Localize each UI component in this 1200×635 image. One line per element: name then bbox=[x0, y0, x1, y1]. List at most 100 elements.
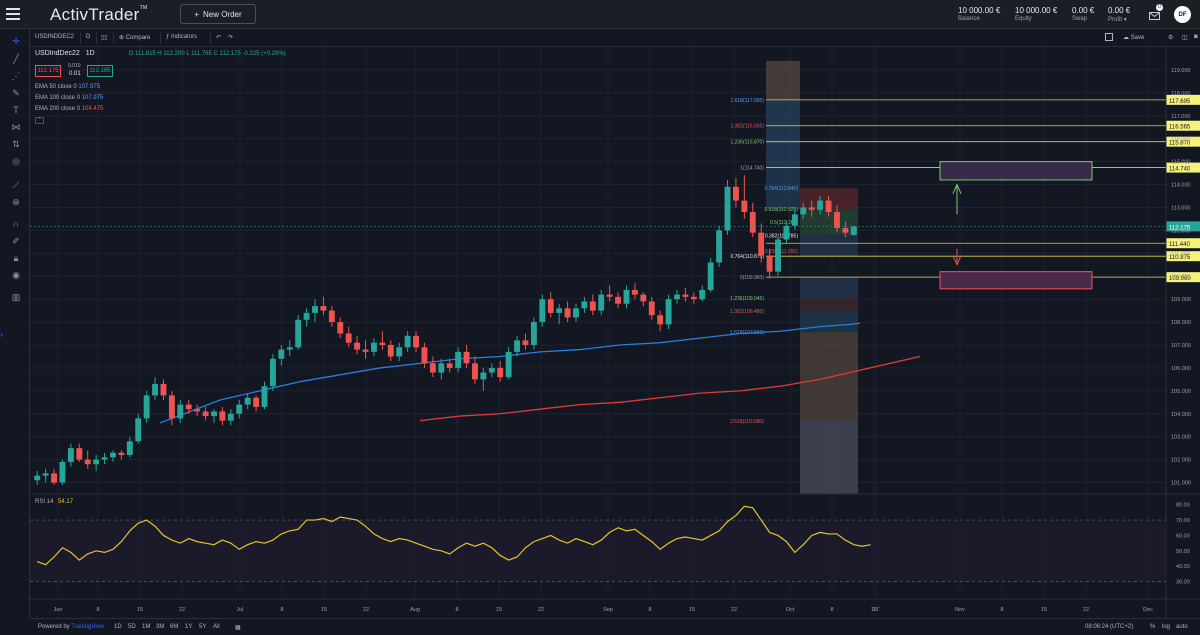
trash-icon[interactable]: ▥ bbox=[11, 292, 21, 302]
rsi-axis-label: 30.00 bbox=[1176, 580, 1190, 586]
candle bbox=[328, 310, 335, 323]
timeframe-5y[interactable]: 5Y bbox=[199, 624, 207, 630]
bid-price-box[interactable]: 112.175 bbox=[35, 65, 61, 77]
time-axis-label: 22 bbox=[1083, 607, 1089, 613]
candle bbox=[185, 404, 192, 410]
clock: 08:06:24 (UTC+2) bbox=[1085, 624, 1134, 630]
collapse-arrow-icon[interactable]: › bbox=[0, 329, 3, 339]
candle bbox=[834, 212, 840, 229]
candle bbox=[648, 301, 655, 316]
legend-symbol: USDIndDec22 bbox=[35, 50, 80, 57]
candle bbox=[42, 473, 49, 476]
candle bbox=[160, 383, 167, 396]
price-axis-label: 112.000 bbox=[1171, 228, 1190, 234]
projection-icon[interactable]: ⇅ bbox=[12, 139, 20, 149]
brand-logo: ActivTraderTM bbox=[50, 5, 148, 24]
profit-stat[interactable]: 0.00 € Profit ▾ bbox=[1108, 6, 1131, 23]
auto-toggle[interactable]: auto bbox=[1176, 624, 1188, 630]
fib-label: 0.236(111.090) bbox=[765, 249, 799, 255]
candle bbox=[497, 367, 504, 378]
ema2-value: 107.975 bbox=[81, 95, 104, 101]
price-chart[interactable]: 117.695 116.565 115.870 114.740 111.440 110.8… bbox=[30, 47, 1200, 618]
hamburger-menu-icon[interactable] bbox=[6, 8, 20, 20]
lock-icon[interactable]: 🔒︎ bbox=[13, 253, 19, 263]
candle bbox=[758, 232, 765, 256]
candle bbox=[67, 448, 74, 462]
indicators-button[interactable]: ƒ Indicators bbox=[166, 34, 198, 40]
rsi-axis-label: 50.00 bbox=[1176, 549, 1190, 555]
collapse-legend-icon[interactable]: ⌃ bbox=[35, 117, 44, 124]
compare-button[interactable]: ⊕ Compare bbox=[119, 35, 151, 41]
price-axis-label: 114.000 bbox=[1171, 183, 1190, 189]
eye-icon[interactable]: ◉ bbox=[12, 270, 20, 280]
ruler-icon[interactable]: ⟋ bbox=[12, 180, 20, 190]
candle bbox=[800, 207, 807, 215]
function-icon: ƒ bbox=[166, 34, 170, 40]
new-order-button[interactable]: + New Order bbox=[180, 4, 256, 24]
candle bbox=[556, 308, 563, 313]
fib-label: 2.618(103.680) bbox=[730, 419, 764, 425]
avatar[interactable]: DF bbox=[1174, 6, 1191, 23]
undo-icon[interactable]: ↶ bbox=[216, 35, 222, 41]
timeframe-6m[interactable]: 6M bbox=[170, 624, 179, 630]
globe-icon[interactable]: ◎ bbox=[12, 156, 20, 166]
time-axis-label: Nov bbox=[955, 607, 965, 613]
timeframe-3m[interactable]: 3M bbox=[156, 624, 165, 630]
pattern-icon[interactable]: ⋈ bbox=[11, 122, 21, 132]
brush-icon[interactable]: ✎ bbox=[12, 88, 20, 98]
candle bbox=[362, 349, 369, 352]
trend-line-icon[interactable]: ╱ bbox=[13, 54, 19, 64]
zoom-icon[interactable]: ⊕ bbox=[12, 197, 20, 207]
level-tag: 117.695 bbox=[1169, 99, 1191, 105]
timeframe-1m[interactable]: 1M bbox=[142, 624, 151, 630]
redo-icon[interactable]: ↷ bbox=[228, 35, 234, 41]
candle bbox=[421, 347, 428, 364]
notification-badge: 0 bbox=[1156, 4, 1163, 11]
percent-toggle[interactable]: % bbox=[1150, 624, 1156, 630]
log-toggle[interactable]: log bbox=[1162, 624, 1171, 630]
symbol-search[interactable]: USDINDDEC2 bbox=[35, 34, 75, 40]
fullscreen-icon[interactable] bbox=[1105, 33, 1113, 41]
price-axis-label: 104.000 bbox=[1171, 412, 1191, 418]
plus-circle-icon: ⊕ bbox=[119, 35, 125, 41]
ema3-label: EMA 200 close 0 bbox=[35, 106, 81, 112]
candle bbox=[640, 294, 647, 302]
calendar-icon[interactable]: ▦ bbox=[235, 625, 241, 631]
magnet-icon[interactable]: ∩ bbox=[12, 219, 20, 229]
timeframe-1y[interactable]: 1Y bbox=[185, 624, 193, 630]
candle bbox=[775, 239, 781, 272]
fib-label: 0.764(110.875) bbox=[730, 254, 764, 260]
candle bbox=[337, 322, 344, 334]
time-axis-label: 8 bbox=[1000, 607, 1003, 613]
candle bbox=[404, 335, 411, 348]
candle bbox=[547, 299, 554, 313]
ask-price-box[interactable]: 112.185 bbox=[87, 65, 113, 77]
level-tag: 110.875 bbox=[1169, 255, 1191, 261]
mail-icon[interactable]: 0 bbox=[1149, 4, 1163, 20]
chart-type-icon[interactable]: ▯▯ bbox=[101, 35, 108, 41]
fib-tool-icon[interactable]: ⋰ bbox=[11, 71, 21, 81]
candle bbox=[825, 200, 832, 213]
time-axis-label: 8 bbox=[280, 607, 283, 613]
time-axis-label: Sep bbox=[603, 607, 613, 613]
candle bbox=[379, 342, 386, 345]
timeframe-5d[interactable]: 5D bbox=[128, 624, 136, 630]
settings-gear-icon[interactable]: ⚙ bbox=[1168, 35, 1174, 41]
camera-icon[interactable]: ◙ bbox=[1194, 34, 1198, 40]
snapshot-icon[interactable]: ◫ bbox=[1182, 35, 1188, 41]
text-tool-icon[interactable]: T bbox=[13, 105, 19, 115]
drawing-mode-icon[interactable]: ✐ bbox=[12, 236, 20, 246]
crosshair-icon[interactable]: ✛ bbox=[12, 36, 20, 46]
candle bbox=[488, 367, 495, 373]
candle bbox=[791, 214, 798, 226]
rsi-axis-label: 40.00 bbox=[1176, 564, 1190, 570]
interval-select[interactable]: D bbox=[86, 34, 91, 40]
time-axis-label: Oct bbox=[786, 607, 795, 613]
time-axis-label: 8 bbox=[455, 607, 458, 613]
fib-zone bbox=[766, 60, 800, 100]
timeframe-1d[interactable]: 1D bbox=[114, 624, 122, 630]
price-axis-label: 103.000 bbox=[1171, 435, 1191, 441]
timeframe-all[interactable]: All bbox=[213, 624, 220, 630]
candle bbox=[303, 312, 310, 320]
save-button[interactable]: ☁ Save bbox=[1123, 35, 1145, 41]
